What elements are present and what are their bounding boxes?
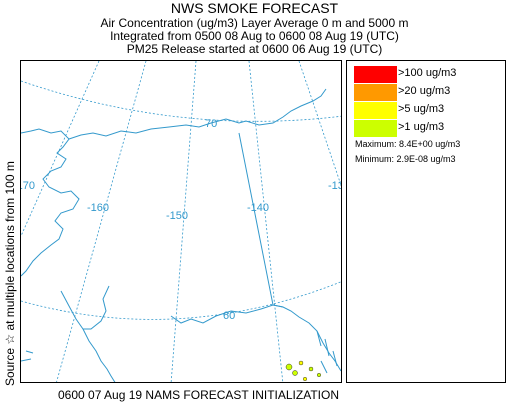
lon-label-170: -170 bbox=[21, 180, 35, 192]
legend-label: >20 ug/m3 bbox=[398, 85, 451, 97]
lon-label-150: -150 bbox=[166, 210, 188, 222]
alaska-map: -170 -160 -150 -140 -130 70 60 bbox=[21, 61, 342, 382]
longitude-line-160 bbox=[56, 61, 147, 382]
lon-label-160: -160 bbox=[87, 202, 109, 214]
legend-swatch-orange bbox=[354, 84, 397, 101]
smoke-patch bbox=[316, 372, 322, 378]
legend-swatch-red bbox=[354, 66, 397, 83]
longitude-line-130 bbox=[298, 61, 341, 187]
legend-label: >5 ug/m3 bbox=[398, 103, 445, 115]
release-start: PM25 Release started at 0600 06 Aug 19 (… bbox=[126, 42, 383, 56]
maximum-value: Maximum: 8.4E+00 ug/m3 bbox=[355, 139, 461, 149]
legend-swatch-yellow bbox=[354, 102, 397, 119]
longitude-grid bbox=[21, 61, 341, 382]
forecast-initialization: 0600 07 Aug 19 NAMS FORECAST INITIALIZAT… bbox=[58, 388, 339, 402]
latitude-grid bbox=[21, 80, 341, 320]
concentration-subtitle: Air Concentration (ug/m3) Layer Average … bbox=[100, 16, 409, 30]
minimum-value: Minimum: 2.9E-08 ug/m3 bbox=[355, 154, 456, 164]
southeast-islands bbox=[316, 330, 338, 374]
smoke-contours bbox=[285, 360, 322, 382]
legend-label: >1 ug/m3 bbox=[398, 121, 445, 133]
lat-label-70: 70 bbox=[205, 118, 217, 130]
map-panel: -170 -160 -150 -140 -130 70 60 bbox=[20, 60, 342, 383]
smoke-patch bbox=[285, 363, 293, 371]
lat-label-60: 60 bbox=[223, 310, 235, 322]
integration-period: Integrated from 0500 08 Aug to 0600 08 A… bbox=[110, 29, 399, 43]
smoke-patch bbox=[298, 360, 304, 366]
legend-label: >100 ug/m3 bbox=[398, 67, 457, 79]
smoke-patch bbox=[302, 376, 308, 382]
coastline-north bbox=[68, 122, 212, 140]
legend-swatch-green bbox=[354, 120, 397, 137]
latitude-line-70 bbox=[21, 80, 341, 122]
coastline bbox=[21, 88, 341, 382]
lon-label-130: -130 bbox=[328, 180, 342, 192]
canada-border bbox=[238, 132, 284, 308]
longitude-line-150 bbox=[170, 61, 197, 382]
smoke-patch bbox=[292, 370, 298, 376]
aleutian-islands bbox=[21, 350, 34, 362]
legend-panel: >100 ug/m3 >20 ug/m3 >5 ug/m3 >1 ug/m3 M… bbox=[346, 60, 506, 383]
smoke-patch bbox=[308, 366, 314, 372]
longitude-line-140 bbox=[248, 61, 284, 382]
source-label: Source ☆ at multiple locations from 100 … bbox=[3, 161, 17, 386]
forecast-title: NWS SMOKE FORECAST bbox=[170, 0, 339, 16]
lon-label-140: -140 bbox=[247, 202, 269, 214]
